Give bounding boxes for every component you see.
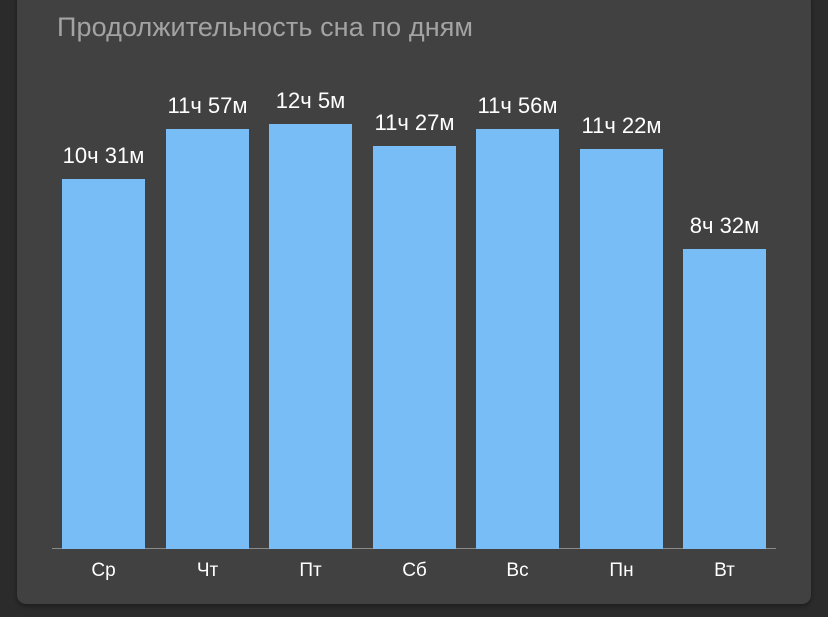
x-tick-label: Ср: [91, 560, 116, 581]
bar-value-label: 12ч 5м: [275, 88, 346, 113]
bar-value-label: 8ч 32м: [689, 213, 760, 238]
bar-4: [476, 129, 559, 549]
bar-3: [373, 146, 456, 549]
x-tick-label: Пт: [299, 560, 322, 581]
x-tick-label: Вт: [714, 560, 735, 581]
bar-value-label: 11ч 56м: [477, 93, 558, 118]
x-tick-label: Сб: [402, 560, 427, 581]
chart-title: Продолжительность сна по дням: [57, 12, 474, 42]
bar-0: [62, 179, 145, 549]
bar-value-label: 11ч 22м: [581, 113, 662, 138]
bar-2: [269, 124, 352, 549]
bar-value-label: 10ч 31м: [62, 143, 145, 168]
bar-5: [580, 149, 663, 549]
x-tick-label: Чт: [196, 560, 219, 581]
bar-6: [683, 249, 766, 549]
bar-1: [166, 129, 249, 549]
bar-value-label: 11ч 27м: [374, 110, 455, 135]
x-tick-label: Вс: [506, 560, 529, 581]
bar-value-label: 11ч 57м: [167, 93, 248, 118]
x-tick-label: Пн: [609, 560, 634, 581]
